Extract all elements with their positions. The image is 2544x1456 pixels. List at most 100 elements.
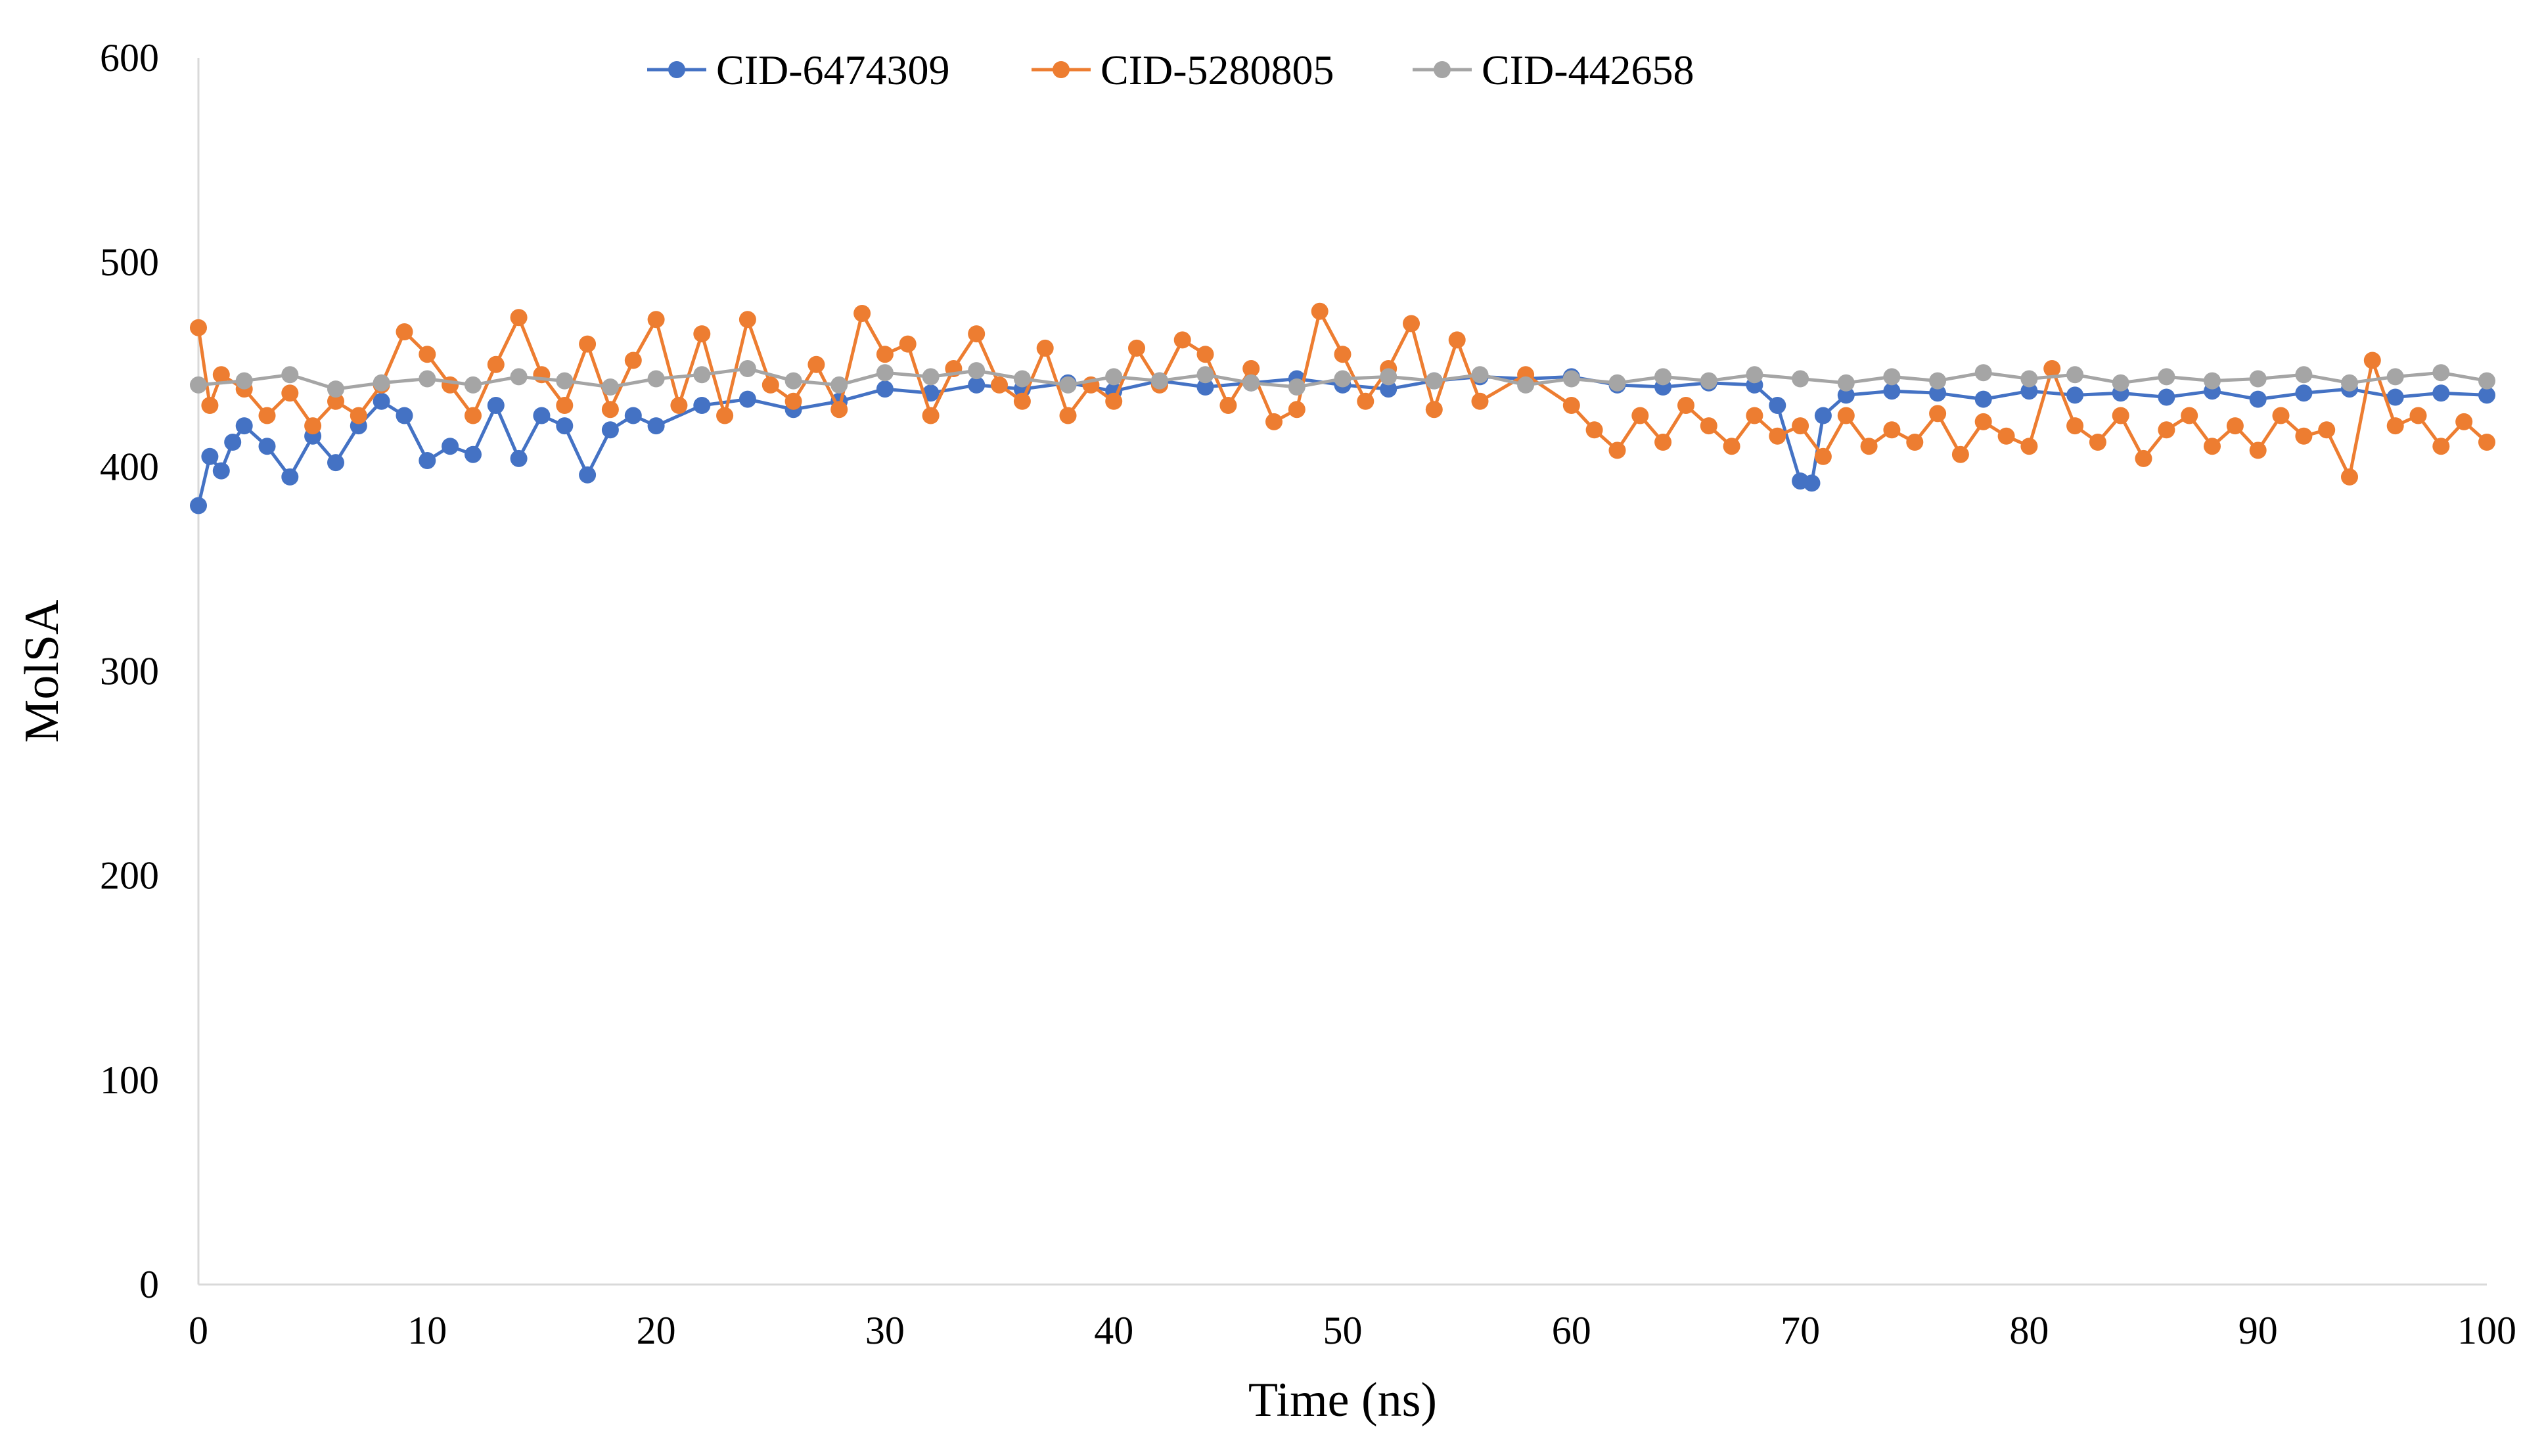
data-point [1906, 434, 1924, 451]
data-point [1150, 372, 1168, 390]
data-point [2295, 366, 2313, 384]
data-point [624, 407, 642, 424]
data-point [2455, 413, 2473, 430]
data-point [2204, 372, 2221, 390]
data-point [281, 366, 299, 384]
data-point [738, 360, 756, 377]
data-point [2478, 386, 2495, 404]
data-point [579, 335, 597, 353]
data-point [2020, 382, 2038, 400]
legend-item[interactable]: CID-442658 [1413, 47, 1694, 93]
data-point [2135, 449, 2152, 467]
data-point [1242, 374, 1260, 392]
data-point [1746, 407, 1763, 424]
data-point [1700, 372, 1717, 390]
data-point [1769, 397, 1786, 414]
data-point [922, 368, 940, 386]
data-point [465, 445, 482, 463]
y-tick-label: 200 [100, 854, 159, 898]
data-point [2249, 442, 2267, 459]
data-point [465, 376, 482, 394]
data-point [1929, 405, 1947, 422]
data-point [2158, 421, 2175, 439]
data-point [1929, 372, 1947, 390]
data-point [1334, 346, 1352, 363]
data-point [738, 390, 756, 408]
data-point [212, 462, 230, 480]
x-tick-label: 20 [637, 1309, 676, 1352]
y-tick-label: 400 [100, 445, 159, 488]
data-point [2478, 434, 2495, 451]
data-point [190, 497, 207, 514]
data-point [419, 370, 436, 388]
data-point [1792, 417, 1809, 435]
data-point [2318, 421, 2336, 439]
data-point [2341, 374, 2358, 392]
data-point [235, 417, 253, 435]
data-point [327, 454, 344, 472]
data-point [693, 397, 711, 414]
data-point [1288, 378, 1306, 396]
data-point [1173, 331, 1191, 349]
data-point [1677, 397, 1694, 414]
data-point [830, 401, 848, 419]
data-point [2363, 352, 2381, 369]
data-point [784, 372, 802, 390]
data-point [258, 407, 276, 424]
data-point [442, 438, 459, 455]
data-point [2112, 407, 2129, 424]
data-point [2112, 374, 2129, 392]
data-point [510, 368, 528, 386]
data-point [899, 335, 917, 353]
data-point [1883, 421, 1901, 439]
data-point [1974, 413, 1992, 430]
data-point [1837, 386, 1855, 404]
data-point [1425, 401, 1443, 419]
series-layer [190, 302, 2495, 514]
data-point [1700, 417, 1717, 435]
data-point [1974, 390, 1992, 408]
x-tick-label: 100 [2457, 1309, 2516, 1352]
data-point [1105, 392, 1123, 410]
data-point [1471, 392, 1489, 410]
legend[interactable]: CID-6474309 CID-5280805 CID-442658 [647, 47, 1694, 93]
data-point [2249, 370, 2267, 388]
x-tick-label: 50 [1323, 1309, 1363, 1352]
data-point [601, 401, 619, 419]
data-point [647, 417, 665, 435]
data-point [2089, 434, 2106, 451]
data-point [2432, 364, 2450, 382]
data-point [1883, 368, 1901, 386]
legend-item[interactable]: CID-6474309 [647, 47, 950, 93]
data-point [201, 447, 219, 465]
data-point [2158, 388, 2175, 406]
data-point [1951, 445, 1969, 463]
legend-label: CID-5280805 [1101, 47, 1334, 93]
data-point [201, 397, 219, 414]
data-point [784, 392, 802, 410]
legend-item[interactable]: CID-5280805 [1032, 47, 1334, 93]
legend-marker-swatch [1053, 61, 1070, 78]
data-point [1792, 370, 1809, 388]
data-point [1860, 438, 1878, 455]
series-line [196, 375, 2487, 507]
data-point [556, 397, 574, 414]
data-point [876, 364, 894, 382]
data-point [465, 407, 482, 424]
legend-label: CID-6474309 [716, 47, 950, 93]
data-point [2043, 360, 2061, 377]
y-tick-label: 600 [100, 36, 159, 80]
data-point [2295, 384, 2313, 402]
data-point [1013, 370, 1031, 388]
data-point [1837, 407, 1855, 424]
data-point [991, 376, 1008, 394]
x-tick-label: 40 [1094, 1309, 1133, 1352]
data-point [1196, 346, 1214, 363]
data-point [2409, 407, 2427, 424]
data-point [327, 380, 344, 398]
data-point [2066, 386, 2084, 404]
data-point [876, 380, 894, 398]
data-point [1562, 370, 1580, 388]
